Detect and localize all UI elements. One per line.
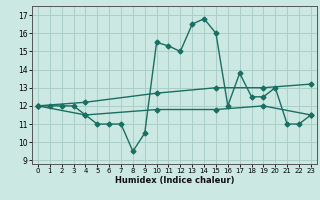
X-axis label: Humidex (Indice chaleur): Humidex (Indice chaleur) bbox=[115, 176, 234, 185]
